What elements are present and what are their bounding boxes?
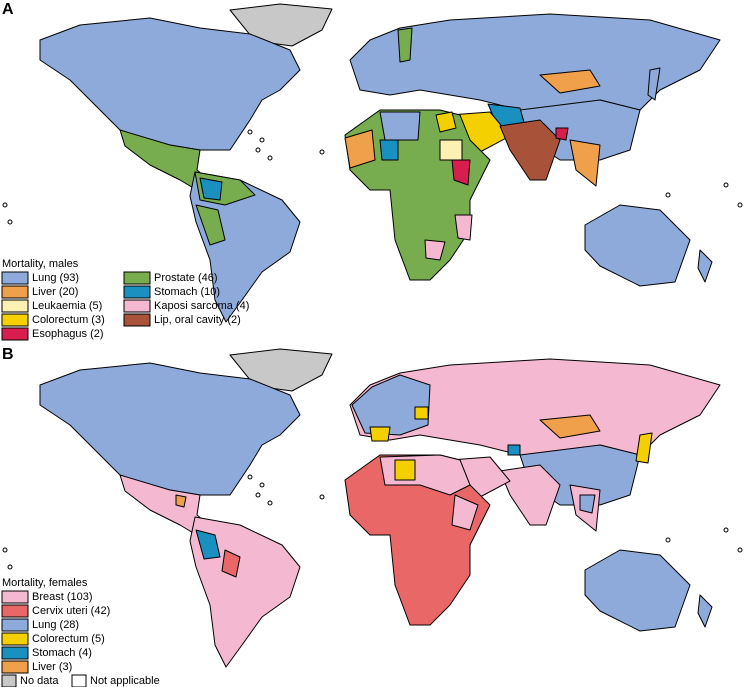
legend-label: No data [20, 675, 59, 687]
legend-label: Lip, oral cavity (2) [154, 314, 241, 326]
panel-label: A [2, 1, 14, 18]
legend-swatch [1, 327, 29, 341]
legend-label: Liver (3) [32, 661, 72, 673]
legend-title: Mortality, males [2, 258, 79, 270]
map-males [39, 3, 721, 323]
legend-swatch [1, 271, 29, 285]
legends: A Mortality, males Lung (93) Liver (20) Leuk… [1, 1, 249, 687]
legend-label: Breast (103) [32, 591, 93, 603]
legend-swatch [71, 674, 87, 687]
legend-label: Cervix uteri (42) [32, 605, 110, 617]
legend-label: Lung (28) [32, 619, 79, 631]
legend-swatch [1, 618, 29, 632]
legend-swatch [1, 313, 29, 327]
legend-swatch [1, 299, 29, 313]
legend-swatch [123, 271, 151, 285]
legend-label: Not applicable [90, 675, 160, 687]
map-females [39, 348, 721, 668]
legend-label: Liver (20) [32, 286, 78, 298]
legend-label: Leukaemia (5) [32, 300, 102, 312]
legend-swatch [123, 299, 151, 313]
legend-swatch [1, 604, 29, 618]
legend-label: Esophagus (2) [32, 328, 104, 340]
legend-label: Colorectum (5) [32, 633, 105, 645]
legend-swatch [123, 285, 151, 299]
legend-label: Lung (93) [32, 272, 79, 284]
legend-swatch [1, 285, 29, 299]
panel-label: B [2, 346, 14, 363]
legend-swatch [1, 632, 29, 646]
legend-swatch [1, 590, 29, 604]
legend-swatch [1, 660, 29, 674]
islands-a [2, 129, 743, 225]
legend-swatch [123, 313, 151, 327]
legend-label: Prostate (46) [154, 272, 218, 284]
legend-label: Stomach (4) [32, 647, 92, 659]
legend-label: Kaposi sarcoma (4) [154, 300, 249, 312]
islands-b [2, 474, 743, 570]
legend-swatch [1, 674, 17, 687]
legend-swatch [1, 646, 29, 660]
legend-label: Colorectum (3) [32, 314, 105, 326]
legend-label: Stomach (10) [154, 286, 220, 298]
legend-title: Mortality, females [2, 577, 88, 589]
